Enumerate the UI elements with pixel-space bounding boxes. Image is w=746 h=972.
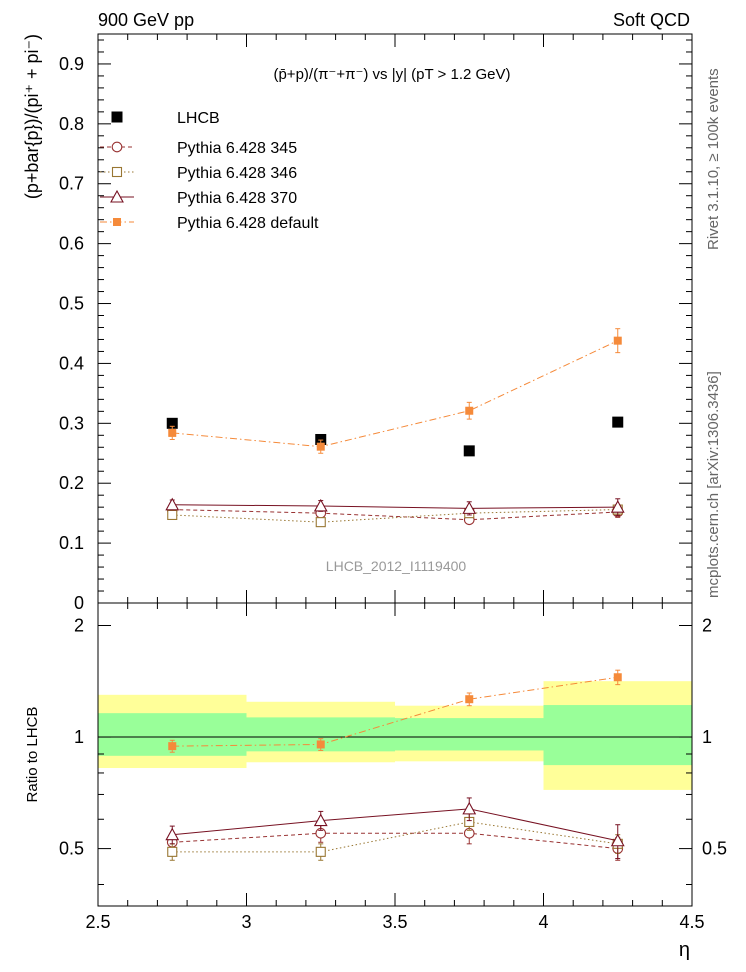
x-axis-label: η <box>679 939 690 961</box>
data-point-2-1 <box>313 813 328 827</box>
ratio-y-tick-label-left-2: 2 <box>74 615 84 635</box>
series-line-3 <box>172 676 618 747</box>
data-point-3-0 <box>165 497 180 511</box>
ratio-y-axis-label: Ratio to LHCB <box>24 707 41 803</box>
data-point-4-0 <box>168 428 177 437</box>
legend-marker-3 <box>110 189 124 203</box>
ratio-y-tick-label-right-1: 1 <box>702 727 712 747</box>
series-line-3 <box>172 504 618 509</box>
data-point-4-1 <box>316 442 325 451</box>
uncertainty-band-green-3 <box>543 705 692 766</box>
ratio-y-tick-label-right-2: 2 <box>702 615 712 635</box>
data-point-3-1 <box>313 498 328 512</box>
legend-marker-1 <box>111 141 123 153</box>
y-tick-label-3: 0.3 <box>59 413 84 433</box>
x-tick-label-4: 4.5 <box>679 912 704 932</box>
uncertainty-band-green-2 <box>395 718 544 751</box>
data-point-3-2 <box>462 501 477 514</box>
series-line-2 <box>172 808 618 842</box>
data-point-1-1 <box>315 846 326 857</box>
data-point-0-3 <box>612 416 624 428</box>
data-point-0-0 <box>166 417 178 429</box>
x-tick-label-0: 2.5 <box>85 912 110 932</box>
x-tick-label-2: 3.5 <box>382 912 407 932</box>
data-point-2-3 <box>610 833 625 847</box>
mcplots-label: mcplots.cern.ch [arXiv:1306.3436] <box>705 371 722 598</box>
y-tick-label-0: 0 <box>74 593 84 613</box>
legend-label-2: Pythia 6.428 346 <box>177 165 297 182</box>
legend-label-3: Pythia 6.428 370 <box>177 190 297 207</box>
legend-label-0: LHCB <box>177 110 220 127</box>
data-point-3-0 <box>168 742 177 751</box>
y-tick-label-8: 0.8 <box>59 114 84 134</box>
x-tick-label-1: 3 <box>241 912 251 932</box>
header-right: Soft QCD <box>613 10 690 30</box>
series-line-1 <box>172 509 618 521</box>
y-tick-label-9: 0.9 <box>59 54 84 74</box>
data-point-3-3 <box>613 673 622 682</box>
y-tick-label-4: 0.4 <box>59 353 84 373</box>
data-point-3-3 <box>610 500 625 513</box>
data-point-4-3 <box>613 336 622 345</box>
data-point-3-1 <box>316 740 325 749</box>
data-point-4-2 <box>465 406 474 415</box>
ratio-y-tick-label-right-0: 0.5 <box>702 839 727 859</box>
chart-title: (p̄+p)/(π⁻+π⁻) vs |y| (pT > 1.2 GeV) <box>273 66 510 83</box>
header-left: 900 GeV pp <box>98 10 194 30</box>
legend-marker-4 <box>113 218 121 226</box>
data-point-1-0 <box>167 846 178 857</box>
series-line-4 <box>172 340 618 448</box>
data-point-2-0 <box>165 827 180 841</box>
ratio-y-tick-label-left-1: 1 <box>74 727 84 747</box>
data-point-2-1 <box>315 517 326 528</box>
analysis-watermark: LHCB_2012_I1119400 <box>326 558 467 574</box>
legend-marker-0 <box>111 111 123 123</box>
y-tick-label-6: 0.6 <box>59 234 84 254</box>
series-line-0 <box>172 832 618 850</box>
rivet-label: Rivet 3.1.10, ≥ 100k events <box>705 68 722 250</box>
y-tick-label-7: 0.7 <box>59 174 84 194</box>
ratio-plot-panel: 0.5 0.5 1 1 2 2 2.5 3 3.5 4 4.5 Ratio to LHCB η <box>24 602 727 961</box>
data-point-2-2 <box>462 801 477 815</box>
y-axis-label: (p+bar{p})/(pi⁺ + pi⁻) <box>22 34 42 199</box>
x-tick-label-3: 4 <box>538 912 548 932</box>
data-point-3-2 <box>465 695 474 704</box>
data-point-2-0 <box>167 509 178 521</box>
y-tick-label-1: 0.1 <box>59 533 84 553</box>
series-line-1 <box>172 821 618 853</box>
legend-label-4: Pythia 6.428 default <box>177 215 319 232</box>
legend-label-1: Pythia 6.428 345 <box>177 140 297 157</box>
y-tick-label-5: 0.5 <box>59 294 84 314</box>
data-point-0-2 <box>463 445 475 457</box>
main-plot-panel: 0 0.1 0.2 0.3 0.4 0.5 0.6 0.7 0.8 0.9 (p+bar{p})/(… <box>22 33 693 613</box>
legend-marker-2 <box>111 166 123 178</box>
y-tick-label-2: 0.2 <box>59 473 84 493</box>
data-point-0-1 <box>315 433 327 445</box>
ratio-y-tick-label-left-0: 0.5 <box>59 839 84 859</box>
